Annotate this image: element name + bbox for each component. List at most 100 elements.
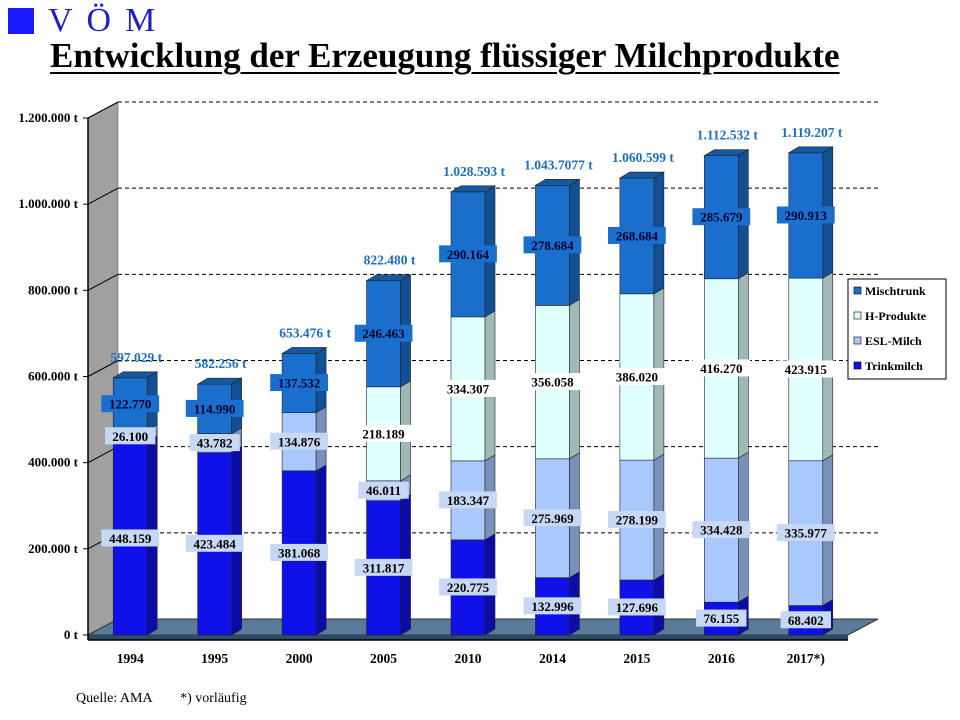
data-label-h-produkte: 423.915: [776, 360, 835, 378]
data-label: 68.402: [788, 613, 824, 628]
data-label: 356.058: [531, 375, 574, 390]
bar-top-cap: [787, 146, 834, 154]
data-label-box: [101, 529, 160, 547]
data-label: 448.159: [109, 531, 152, 546]
data-label-mischtrunk: 246.463: [354, 324, 413, 342]
data-label-box: [607, 511, 666, 529]
data-label: 334.307: [447, 381, 490, 396]
legend-item: ESL-Milch: [853, 334, 922, 348]
data-label: 183.347: [447, 493, 490, 508]
bar-top-cap: [534, 179, 581, 186]
data-label: 127.696: [616, 600, 659, 615]
data-label-box: [523, 509, 582, 527]
data-label-h-produkte: 386.020: [607, 367, 666, 385]
y-tick-label: 0 t: [64, 627, 79, 642]
data-label-box: [776, 360, 835, 378]
legend-label: H-Produkte: [865, 309, 927, 323]
data-label: 381.068: [278, 545, 321, 560]
data-label: 423.915: [785, 362, 828, 377]
total-label: 1.112.532 t: [697, 128, 759, 143]
data-label-h-produkte: 416.270: [692, 359, 751, 377]
data-label: 132.996: [531, 599, 574, 614]
data-label-trinkmilch: 448.159: [101, 529, 160, 547]
total-label: 597.029 t: [110, 350, 162, 365]
gridline-side: [87, 273, 119, 291]
data-label-esl-milch: 183.347: [439, 491, 497, 509]
data-label-h-produkte: 356.058: [523, 373, 582, 391]
data-label-box: [270, 432, 329, 450]
data-label-esl-milch: 134.876: [270, 432, 329, 450]
total-label: 582.256 t: [195, 356, 247, 371]
x-tick-label: 2016: [708, 651, 735, 666]
legend-box: [847, 278, 947, 380]
data-label: 134.876: [278, 434, 321, 449]
legend-swatch: [853, 336, 862, 345]
data-label: 268.684: [616, 228, 659, 243]
data-label-box: [692, 208, 751, 226]
data-label-mischtrunk: 268.684: [607, 226, 666, 244]
data-label-trinkmilch: 127.696: [607, 598, 666, 616]
data-label: 290.164: [447, 247, 490, 262]
data-label-box: [354, 558, 413, 576]
gridline-side: [87, 360, 119, 377]
data-label-box: [523, 236, 582, 254]
total-label: 1.119.207 t: [781, 125, 843, 140]
data-label-mischtrunk: 122.770: [101, 395, 160, 413]
y-tick-label: 600.000 t: [28, 369, 79, 384]
x-tick-label: 2005: [370, 651, 397, 666]
legend-swatch: [853, 361, 862, 370]
footer: Quelle: AMA *) vorläufig: [76, 691, 271, 707]
data-label-mischtrunk: 290.913: [776, 206, 835, 224]
data-label-mischtrunk: 285.679: [692, 208, 751, 226]
data-label-box: [692, 359, 751, 377]
data-label: 311.817: [363, 560, 405, 575]
data-label: 416.270: [700, 361, 742, 376]
logo-text: VÖM: [48, 2, 170, 39]
data-label-esl-milch: 278.199: [607, 511, 666, 529]
data-label-box: [354, 424, 413, 442]
data-label: 285.679: [700, 210, 743, 225]
legend-item: H-Produkte: [853, 309, 927, 323]
data-label-box: [607, 226, 666, 244]
total-label: 1.028.593 t: [443, 164, 505, 179]
data-label: 386.020: [616, 369, 658, 384]
data-label: 26.100: [112, 429, 148, 444]
preliminary-note: *) vorläufig: [180, 691, 247, 706]
gridline-side: [87, 101, 119, 119]
data-label: 278.199: [616, 513, 659, 528]
data-label: 43.782: [197, 436, 233, 451]
x-tick-label: 2017*): [787, 651, 825, 666]
data-label-trinkmilch: 132.996: [523, 597, 582, 615]
data-label-box: [692, 521, 751, 539]
data-label: 218.189: [362, 426, 405, 441]
logo-square-icon: [8, 8, 34, 34]
total-label: 822.480 t: [364, 253, 416, 268]
bar-top-cap: [196, 377, 243, 385]
y-tick-label: 200.000 t: [28, 541, 79, 556]
legend-item: Mischtrunk: [853, 284, 926, 298]
bar-top-cap: [281, 347, 328, 354]
bar-top-cap: [449, 185, 497, 193]
data-label-box: [776, 206, 835, 224]
data-label-box: [696, 609, 747, 627]
data-label: 334.428: [700, 523, 743, 538]
data-label: 46.011: [366, 483, 401, 498]
data-label-box: [439, 245, 497, 263]
data-label-box: [523, 597, 582, 615]
legend-label: Mischtrunk: [865, 284, 926, 298]
data-label-box: [439, 491, 497, 509]
x-tick-label: 2014: [539, 651, 566, 666]
bar-top-cap: [618, 171, 665, 179]
total-label: 653.476 t: [279, 325, 331, 340]
y-tick-label: 1.200.000 t: [18, 110, 78, 125]
legend-swatch: [853, 286, 862, 295]
x-tick-label: 2010: [455, 651, 482, 666]
data-label: 122.770: [109, 397, 151, 412]
gridline-side: [87, 187, 119, 205]
data-label-box: [607, 598, 666, 616]
data-label: 220.775: [447, 580, 490, 595]
data-label-trinkmilch: 68.402: [780, 611, 831, 629]
logo: VÖM: [8, 2, 170, 39]
data-label-box: [358, 481, 409, 499]
data-label: 246.463: [362, 326, 405, 341]
